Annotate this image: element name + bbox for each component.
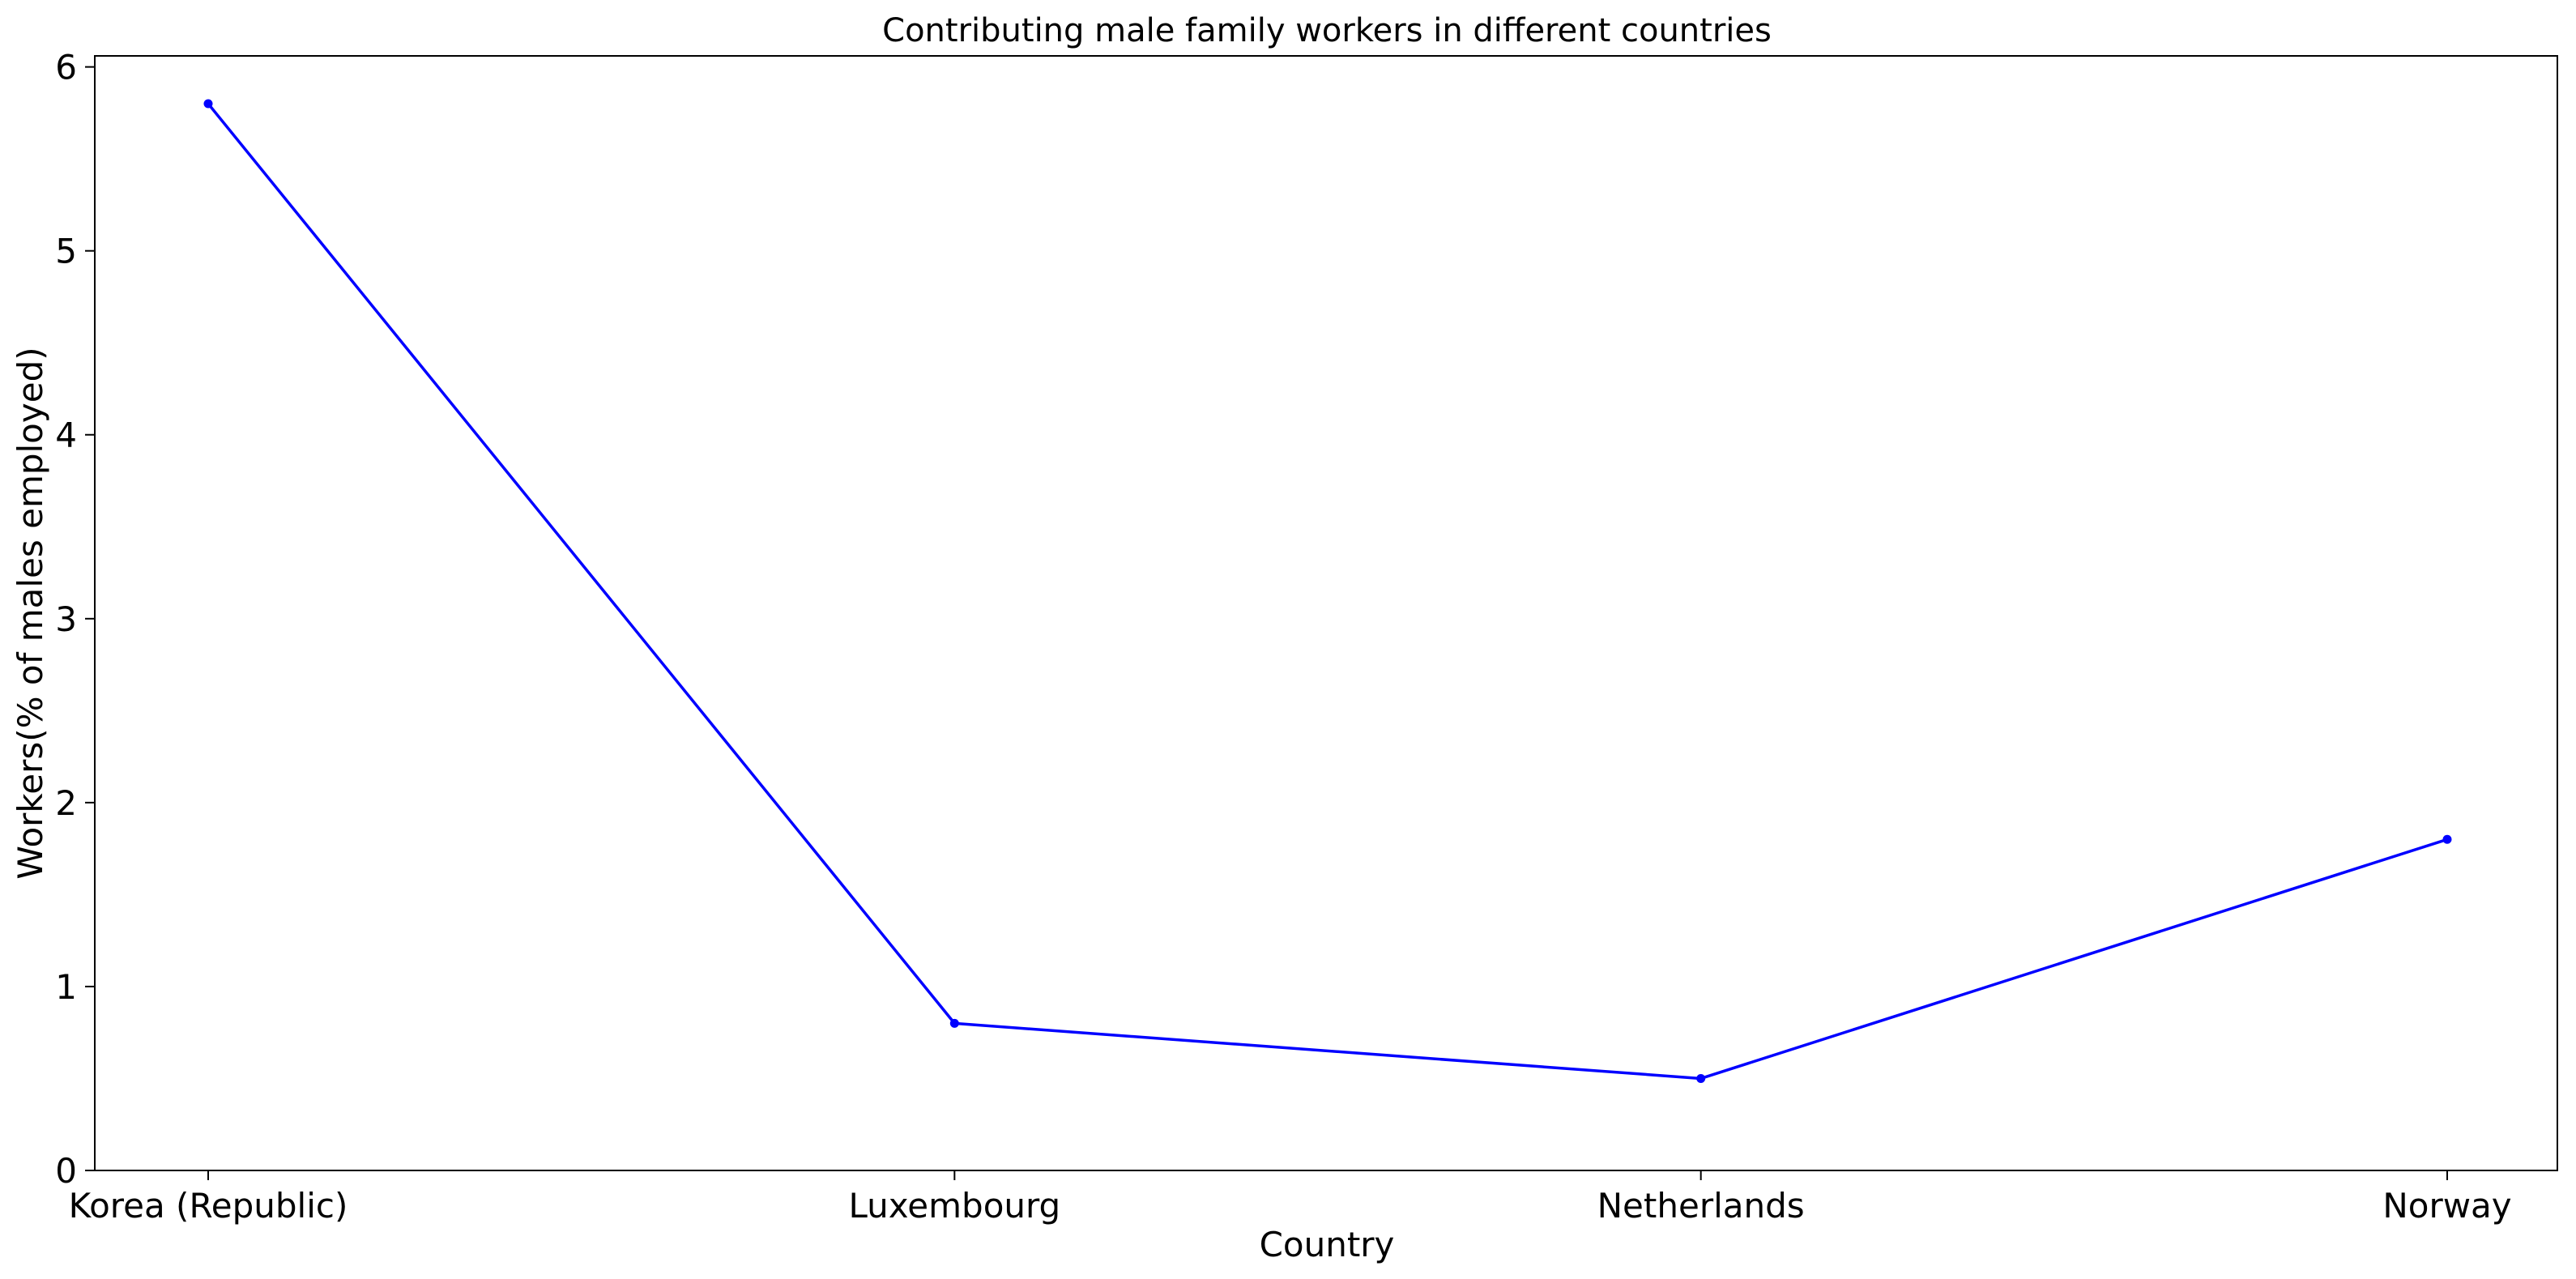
series-layer: [203, 99, 2452, 1083]
x-tick-label: Korea (Republic): [69, 1186, 348, 1226]
data-point: [2442, 834, 2452, 844]
y-tick-label: 0: [55, 1151, 77, 1191]
x-tick-label: Luxembourg: [848, 1186, 1060, 1226]
series-line: [207, 102, 2448, 1081]
y-tick-label: 1: [55, 967, 77, 1007]
x-tick-label: Netherlands: [1597, 1186, 1805, 1226]
data-point: [203, 99, 213, 109]
y-tick-label: 4: [55, 416, 77, 455]
y-tick-label: 3: [55, 599, 77, 639]
y-tick-label: 6: [55, 48, 77, 87]
y-axis: 0 1 2 3 4 5 6: [55, 48, 95, 1191]
y-axis-label: Workers(% of males employed): [11, 347, 50, 879]
plot-area: 0 1 2 3 4 5 6 Korea (Republic) Luxembourg Nether…: [55, 48, 2558, 1226]
x-axis-label: Country: [1260, 1225, 1395, 1264]
x-tick-label: Norway: [2382, 1186, 2511, 1226]
data-point: [1696, 1073, 1706, 1083]
chart-title: Contributing male family workers in diff…: [882, 12, 1772, 49]
x-axis: Korea (Republic) Luxembourg Netherlands Nor…: [69, 1170, 2512, 1226]
y-tick-label: 5: [55, 232, 77, 271]
y-tick-label: 2: [55, 783, 77, 823]
plot-frame: [94, 55, 2558, 1171]
data-point: [949, 1018, 959, 1028]
